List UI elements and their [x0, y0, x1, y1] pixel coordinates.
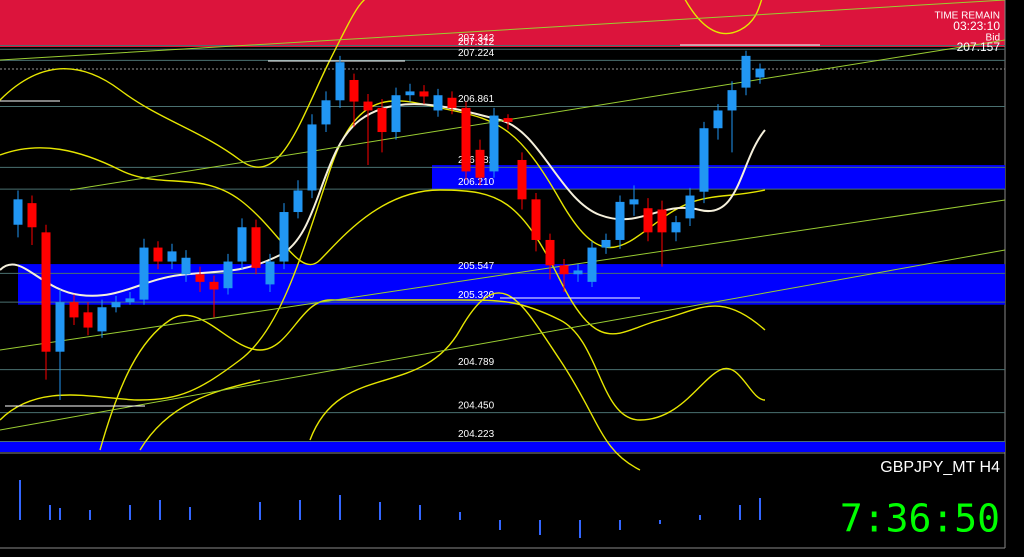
candle-body	[629, 199, 639, 205]
level-label: 207.224	[458, 48, 495, 59]
candle-body	[307, 124, 317, 191]
marker-lines	[0, 44, 820, 407]
level-label: 206.861	[458, 94, 495, 105]
level-label: 205.547	[458, 261, 495, 272]
candle-body	[13, 199, 23, 225]
bid-value: 207.157	[957, 40, 1001, 54]
lower-bands	[99, 292, 766, 471]
clock: 7:36:50	[840, 497, 1000, 541]
candle-body	[433, 95, 443, 111]
candle-body	[83, 312, 93, 328]
candle-body	[265, 261, 275, 285]
zone	[0, 441, 1005, 452]
header-band	[0, 0, 1005, 47]
candle-body	[321, 100, 331, 125]
zone	[18, 264, 1005, 305]
candle-body	[27, 203, 37, 228]
level-label: 207.342	[458, 33, 495, 44]
level-label: 205.320	[458, 290, 495, 301]
candle-body	[181, 257, 191, 275]
candle-body	[195, 274, 205, 282]
candle-body	[97, 307, 107, 332]
candle-body	[139, 247, 149, 300]
candle-body	[615, 201, 625, 240]
band-line	[0, 147, 766, 335]
candle-body	[741, 55, 751, 88]
candle-body	[405, 91, 415, 96]
level-label: 207.312	[458, 37, 495, 48]
oscillator-bars	[19, 480, 761, 538]
candle-body	[671, 222, 681, 233]
candle-body	[279, 212, 289, 262]
candle-body	[153, 247, 163, 262]
candle-body	[573, 270, 583, 275]
candle-body	[727, 90, 737, 111]
candle-body	[699, 128, 709, 192]
candle-body	[251, 227, 261, 268]
candle-body	[377, 107, 387, 133]
candle-body	[517, 159, 527, 200]
level-label: 204.789	[458, 357, 495, 368]
candle-body	[489, 115, 499, 172]
candle-body	[587, 247, 597, 282]
candle-body	[209, 281, 219, 290]
candle-body	[391, 95, 401, 133]
time-remain-label: TIME REMAIN	[934, 11, 1000, 22]
candle-body	[447, 97, 457, 108]
candle-body	[125, 298, 135, 303]
candle-body	[293, 190, 303, 213]
candle-body	[755, 68, 765, 78]
candle-body	[41, 232, 51, 352]
level-label: 206.210	[458, 177, 495, 188]
candle-body	[363, 101, 373, 111]
candle-body	[545, 239, 555, 266]
candle-body	[601, 239, 611, 248]
symbol: GBPJPY_MT H4	[880, 459, 1000, 476]
zone	[432, 165, 1005, 190]
candle-body	[237, 227, 247, 262]
candle-body	[685, 195, 695, 219]
candle-body	[503, 118, 513, 122]
candle-body	[461, 107, 471, 172]
candle-body	[643, 208, 653, 233]
upper-band	[0, 0, 763, 168]
bid-label: Bid	[986, 33, 1000, 44]
candle-body	[69, 302, 79, 318]
middle-line	[0, 100, 766, 421]
trend-lines	[0, 0, 1006, 431]
candle-body	[111, 302, 121, 308]
candle-body	[657, 209, 667, 233]
candle-body	[713, 110, 723, 129]
time-remain: 03:23:10	[953, 19, 1000, 33]
candle-body	[223, 261, 233, 289]
candle-body	[349, 79, 359, 102]
candle-body	[335, 62, 345, 101]
candle-body	[475, 149, 485, 178]
level-label: 204.450	[458, 400, 495, 411]
candle-body	[167, 251, 177, 262]
candle-body	[55, 302, 65, 352]
candle-body	[531, 199, 541, 240]
level-label: 204.223	[458, 429, 495, 440]
candle-body	[419, 91, 429, 97]
candle-body	[559, 265, 569, 275]
